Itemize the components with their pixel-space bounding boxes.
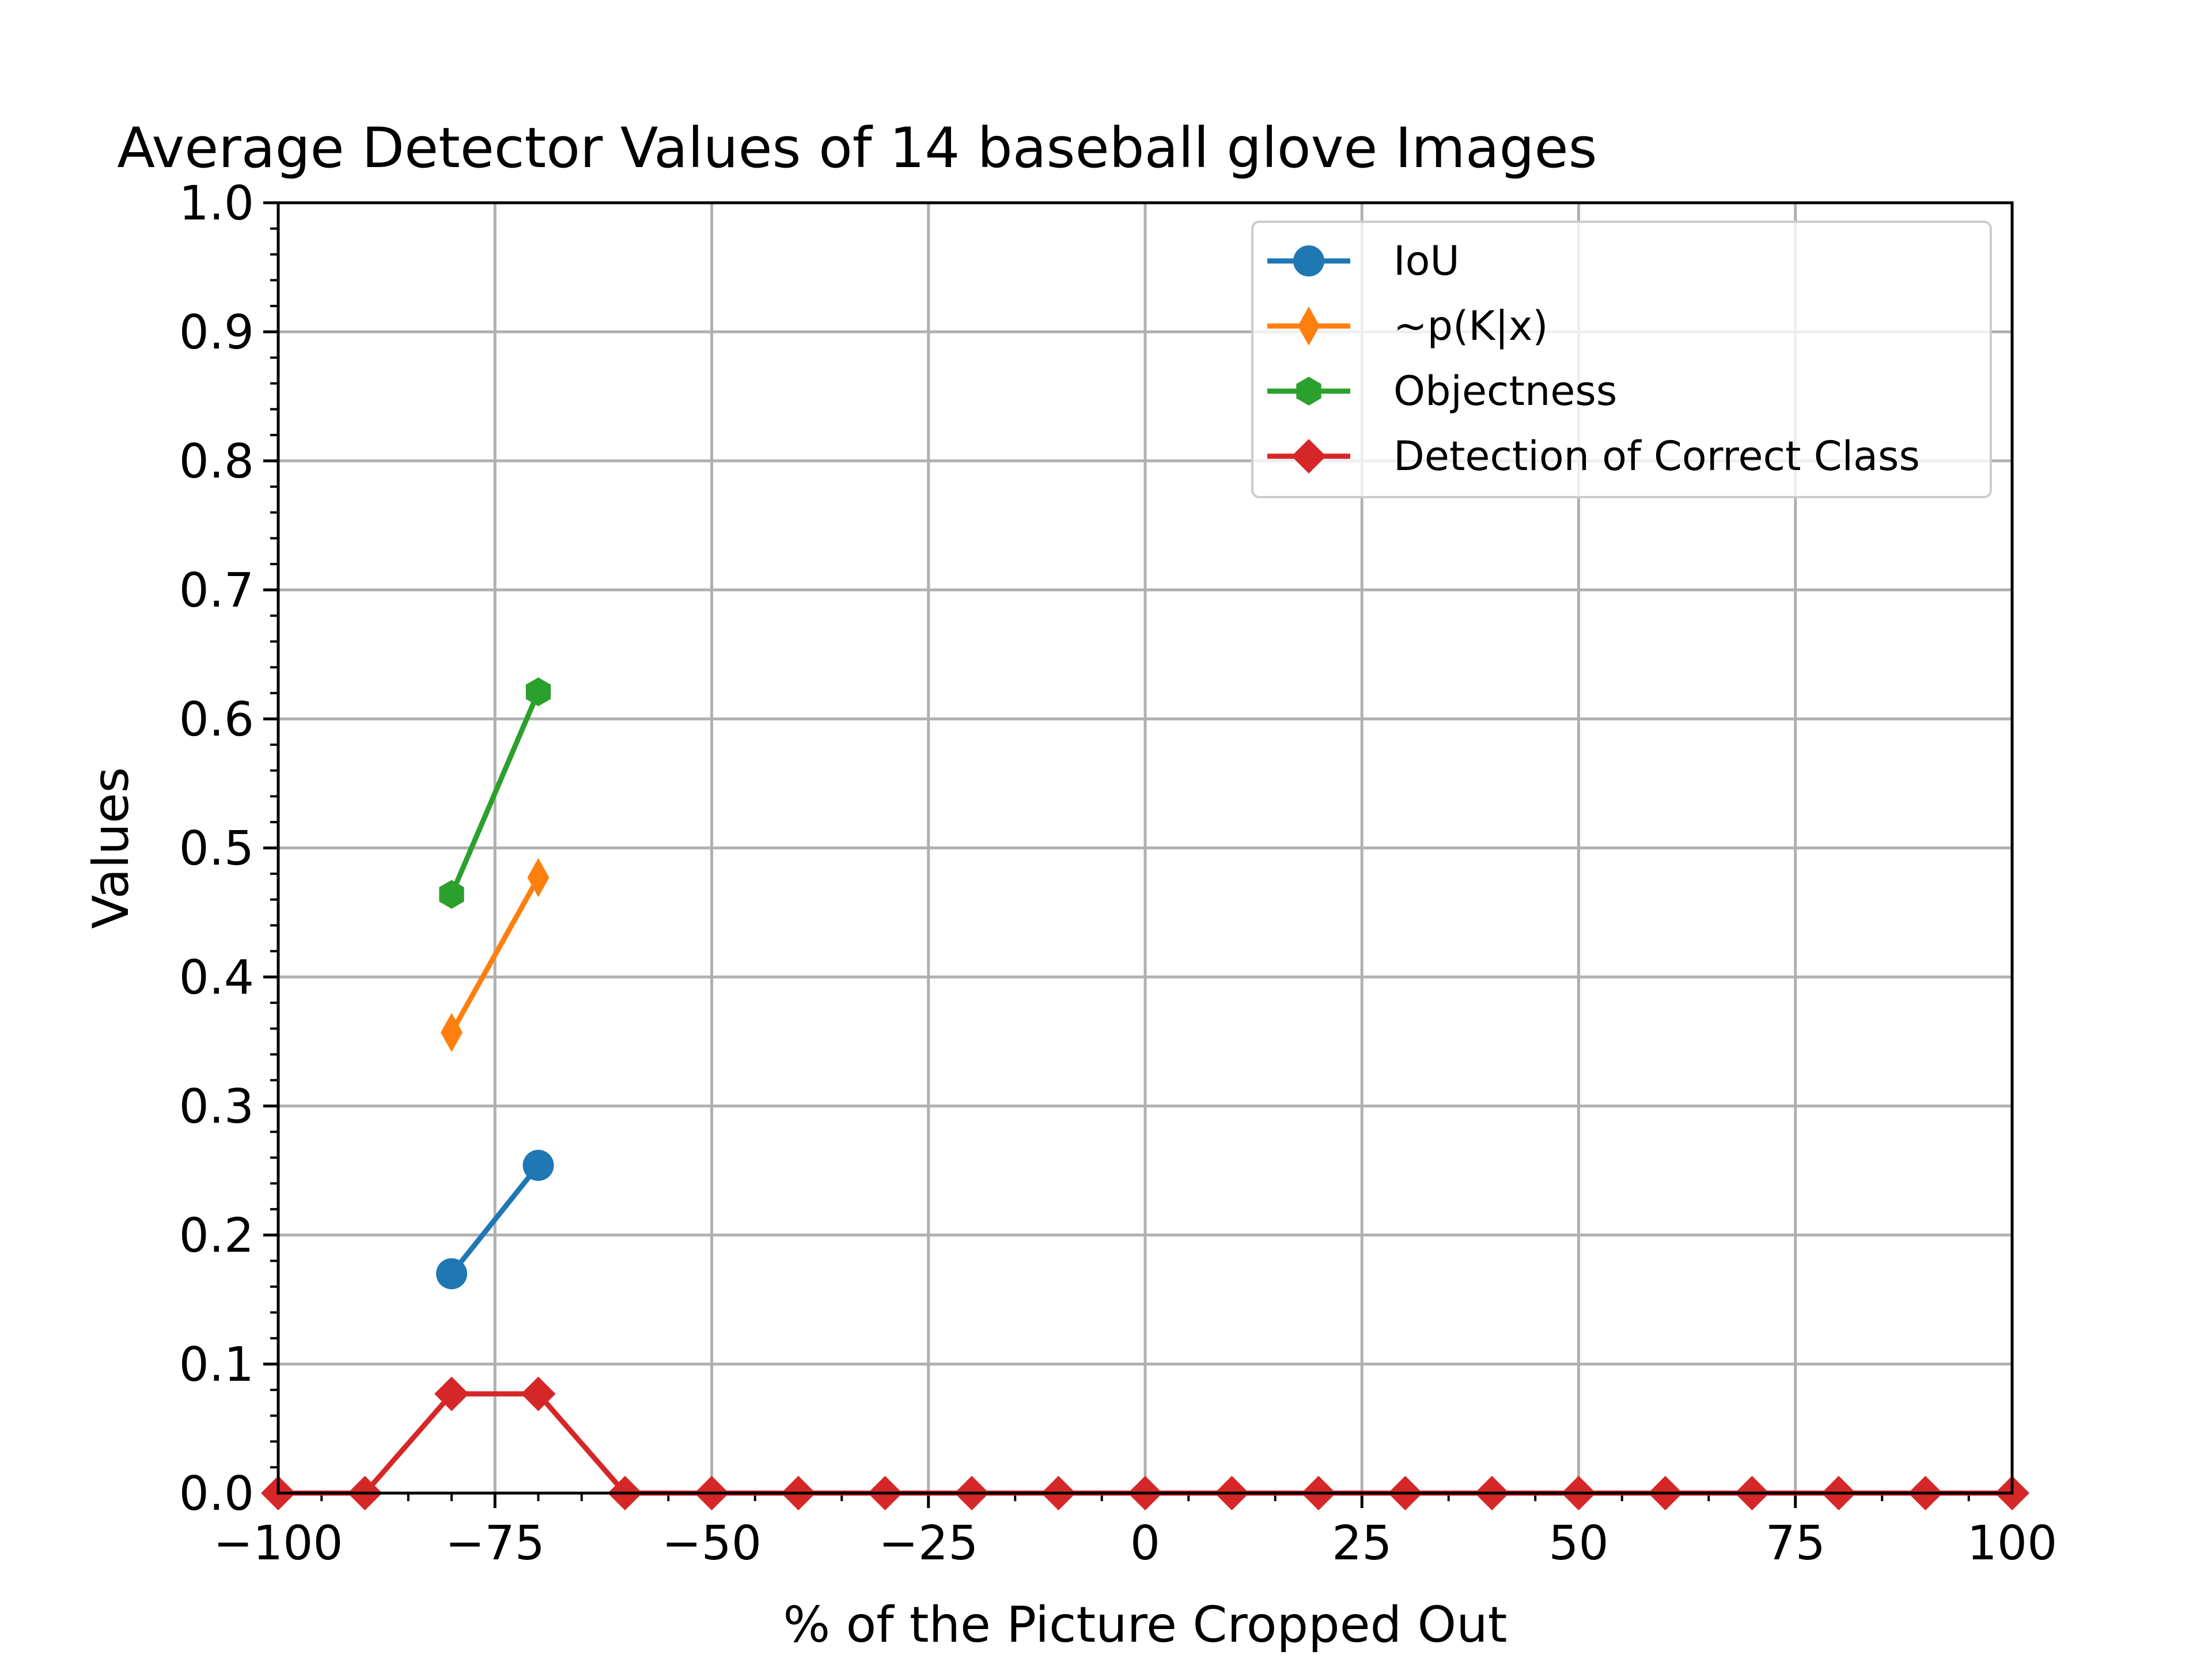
y-tick-label: 0.0 [179, 1467, 254, 1521]
series-line [449, 1164, 541, 1276]
x-tick-label: 50 [1548, 1516, 1608, 1571]
legend-box [1251, 221, 1992, 498]
y-tick-label: 0.3 [179, 1080, 254, 1134]
y-tick-label: 0.9 [179, 305, 254, 360]
legend-marker [1298, 306, 1320, 346]
legend-label: Detection of Correct Class [1393, 433, 1920, 480]
legend-marker [1296, 377, 1321, 406]
chart-title: Average Detector Values of 14 baseball g… [117, 116, 1597, 180]
data-point [439, 880, 464, 909]
y-axis-label: Values [82, 767, 140, 929]
data-point [522, 1150, 554, 1181]
y-tick-label: 0.1 [179, 1338, 254, 1392]
y-tick-label: 0.8 [179, 434, 254, 489]
legend-label: Objectness [1393, 368, 1617, 415]
legend-label: IoU [1393, 237, 1460, 285]
x-tick-label: −25 [878, 1516, 978, 1571]
x-tick-label: 25 [1332, 1516, 1392, 1571]
y-tick-label: 1.0 [179, 176, 254, 231]
y-axis-ticks: 0.0 0.1 0.2 0.3 0.4 0.5 0.6 0.7 0.8 0.9 1.0 [179, 176, 278, 1521]
data-point [527, 858, 550, 897]
data-point [441, 1013, 463, 1052]
series-1 [441, 858, 550, 1052]
series-0 [436, 1150, 554, 1290]
legend-marker [1291, 439, 1326, 474]
series-line [449, 876, 541, 1034]
y-tick-label: 0.2 [179, 1209, 254, 1263]
y-tick-label: 0.5 [179, 821, 254, 876]
data-point [525, 677, 551, 706]
x-axis-label: % of the Picture Cropped Out [783, 1596, 1508, 1654]
legend-marker [1293, 245, 1324, 276]
data-point [521, 1376, 556, 1411]
y-tick-label: 0.7 [179, 563, 254, 618]
x-tick-label: −75 [445, 1516, 545, 1571]
series-line [449, 691, 541, 896]
series-2 [439, 677, 551, 909]
x-tick-label: 100 [1967, 1516, 2058, 1571]
legend: IoU ~p(K|x) Objectness Detection of Correct… [1251, 221, 1992, 498]
x-tick-label: 0 [1130, 1516, 1160, 1571]
data-point [436, 1258, 467, 1290]
y-tick-label: 0.6 [179, 692, 254, 747]
plot-frame [276, 201, 2014, 1495]
x-tick-label: −100 [213, 1516, 343, 1571]
data-point [434, 1376, 469, 1411]
y-tick-label: 0.4 [179, 950, 254, 1005]
x-tick-label: −50 [662, 1516, 762, 1571]
x-tick-label: 75 [1766, 1516, 1825, 1571]
legend-label: ~p(K|x) [1393, 302, 1548, 350]
